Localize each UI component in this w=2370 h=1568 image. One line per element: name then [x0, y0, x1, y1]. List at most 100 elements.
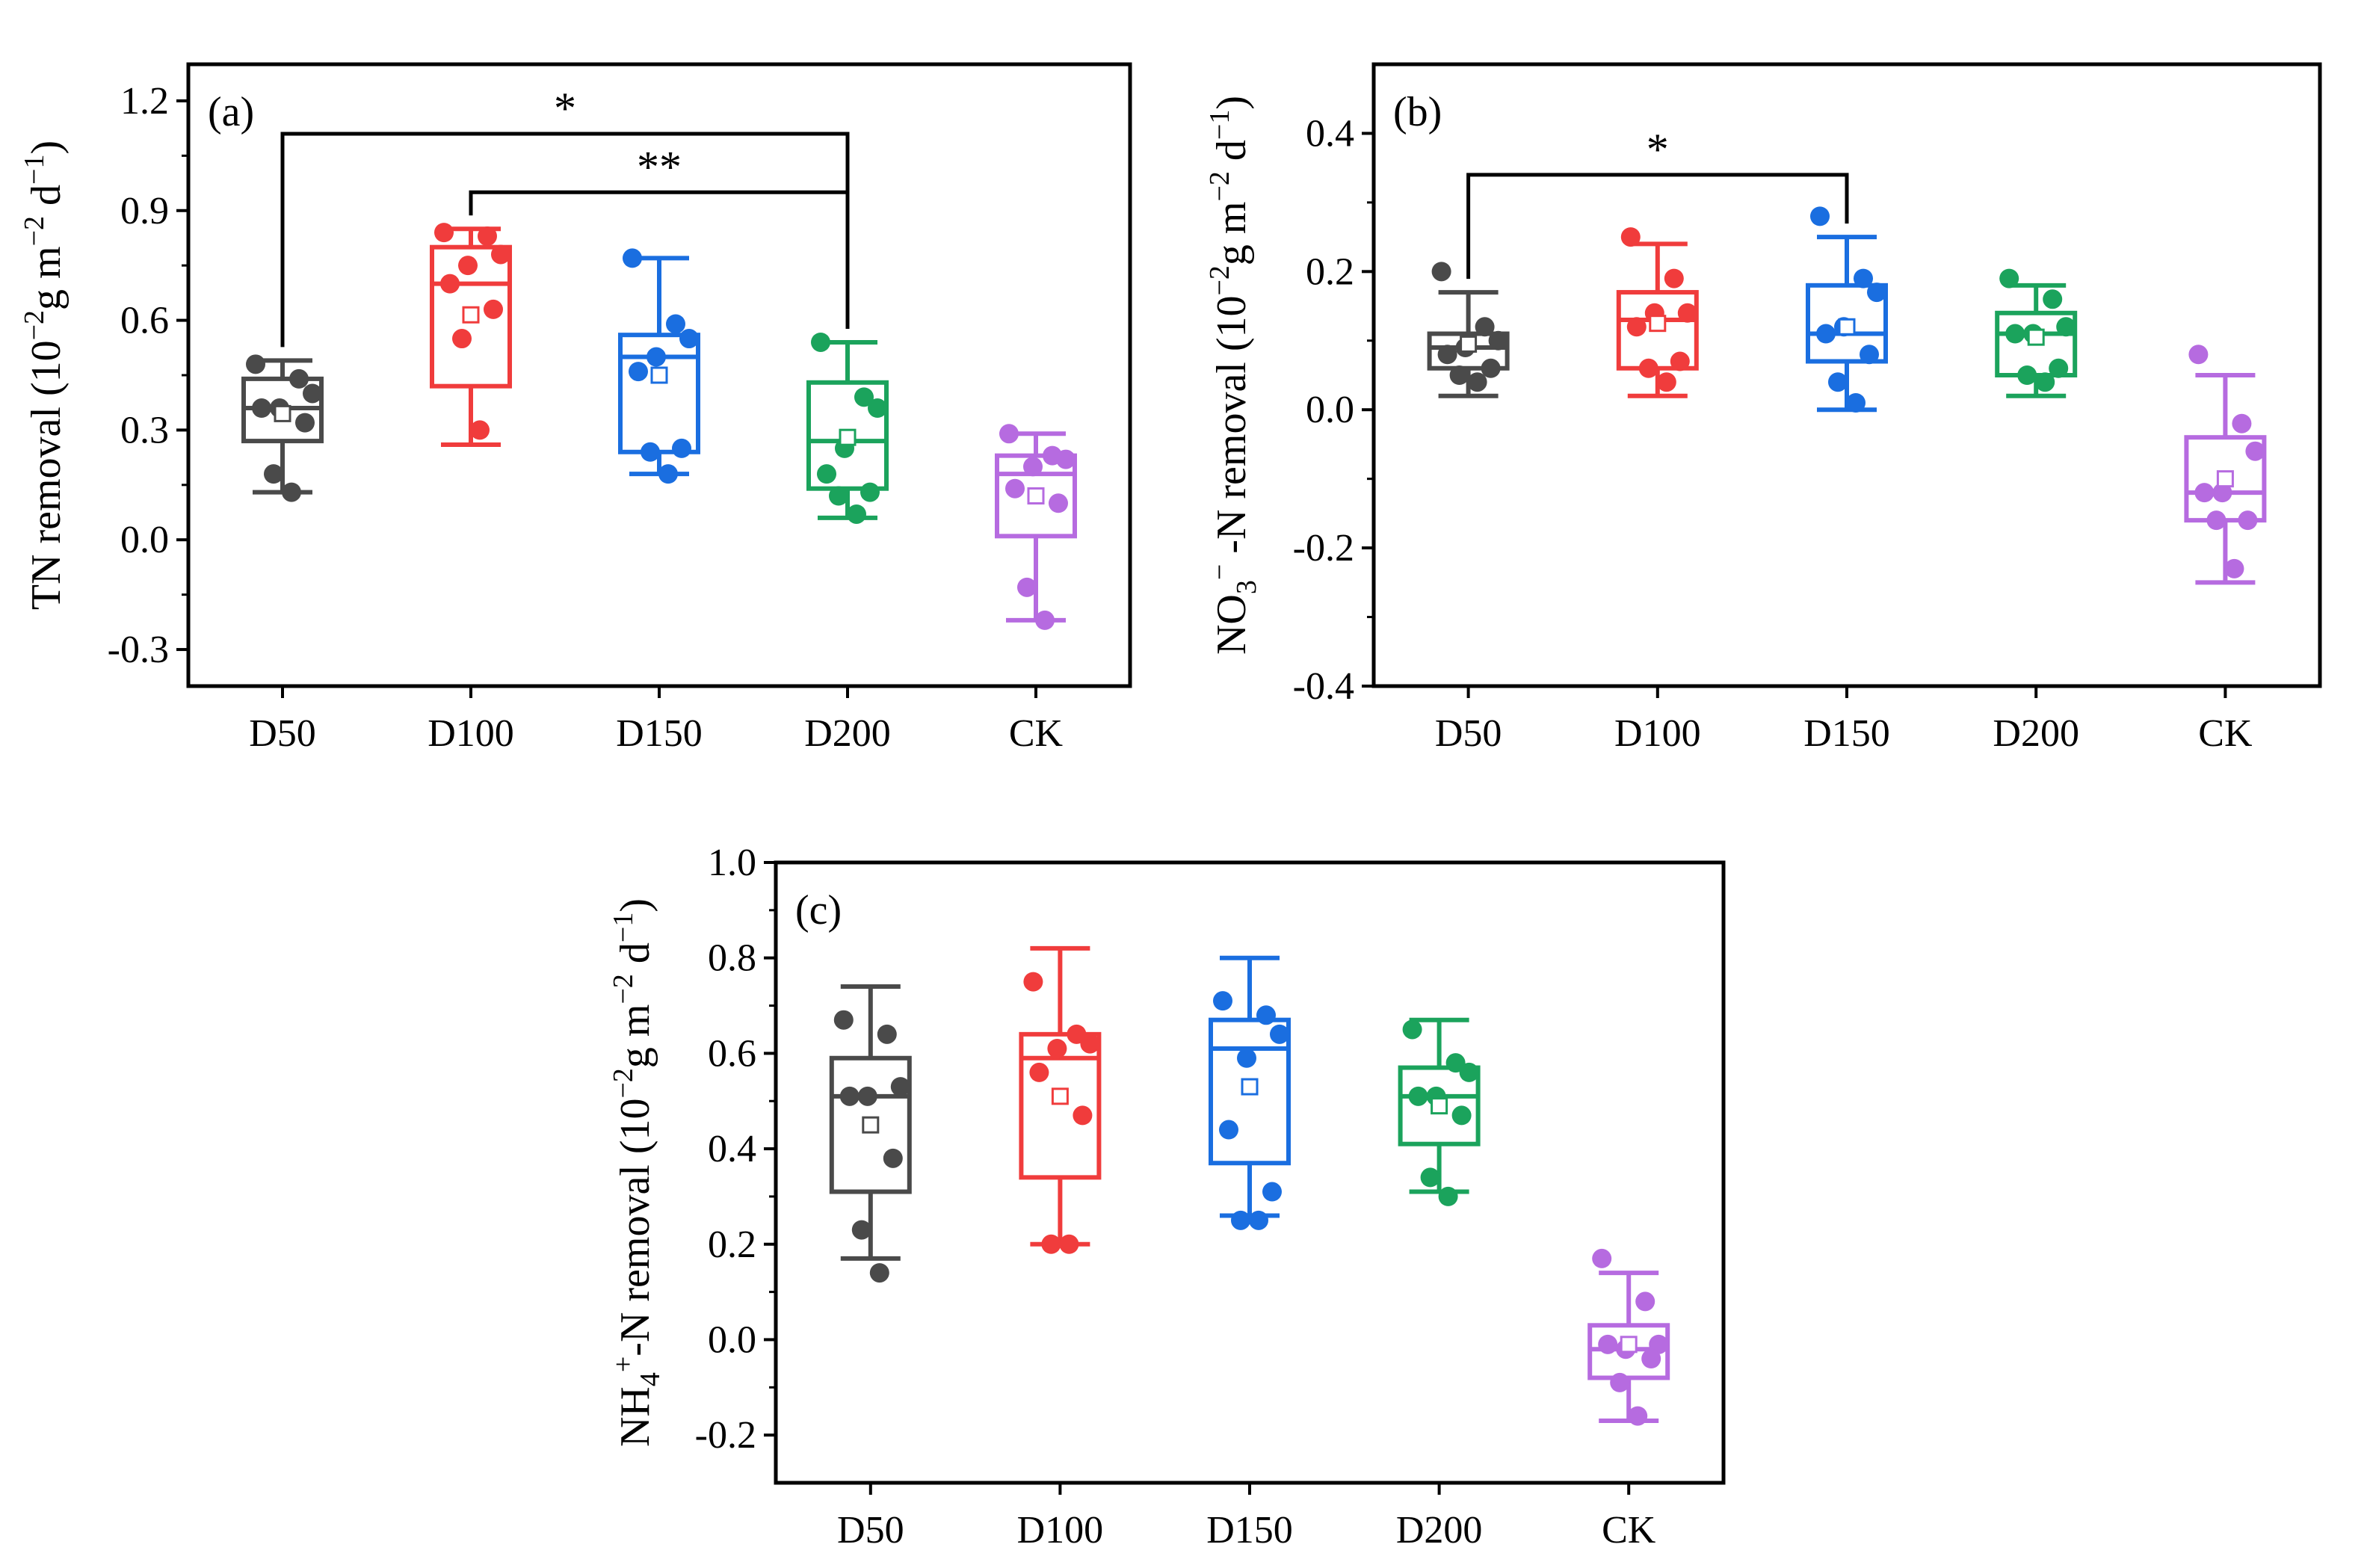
- panel-c: -0.2 0.0 0.2 0.4 0.6 0.8 1.0 D50 D100 D150 D200 CK (…: [608, 842, 1726, 1552]
- data-point: [1664, 268, 1684, 288]
- bracket-line: [469, 190, 850, 329]
- data-point: [470, 420, 490, 440]
- data-point: [491, 244, 510, 265]
- panel-label: (c): [795, 887, 842, 933]
- data-point: [246, 354, 265, 374]
- data-point: [1816, 324, 1836, 344]
- data-point: [1017, 577, 1037, 597]
- mean-marker: [1051, 1087, 1069, 1105]
- data-point: [1420, 1167, 1440, 1188]
- data-point: [646, 347, 666, 367]
- box-iqr: [1019, 1031, 1102, 1180]
- data-point: [1256, 1005, 1276, 1025]
- x-tick-label: CK: [1602, 1509, 1656, 1552]
- data-point: [282, 482, 301, 502]
- y-tick-label: 0.2: [1306, 250, 1354, 293]
- mean-marker: [274, 404, 291, 422]
- mean-marker: [1460, 335, 1478, 353]
- data-point: [1445, 1053, 1466, 1073]
- box-group-d200: [1995, 268, 2078, 398]
- data-point: [1056, 449, 1076, 469]
- data-point: [458, 256, 478, 276]
- data-point: [672, 438, 691, 458]
- data-point: [1854, 268, 1873, 288]
- data-point: [1431, 262, 1451, 282]
- data-point: [877, 1024, 897, 1044]
- y-axis-label: NH4+-N removal (10−2g m−2 d−1): [608, 898, 666, 1447]
- mean-marker: [839, 428, 857, 446]
- data-point: [1067, 1024, 1087, 1044]
- data-point: [2238, 510, 2258, 531]
- data-point: [1005, 478, 1025, 499]
- y-tick-label: 0.4: [1306, 112, 1354, 155]
- data-point: [1237, 1048, 1256, 1068]
- data-point: [1049, 493, 1068, 513]
- data-point: [2212, 483, 2232, 503]
- data-point: [2035, 372, 2055, 392]
- y-tick-label: 0.2: [708, 1223, 756, 1266]
- significance-bracket: **: [469, 142, 850, 329]
- data-point: [1626, 317, 1647, 337]
- data-point: [2245, 441, 2265, 461]
- mean-marker: [650, 366, 668, 384]
- data-point: [1488, 330, 1508, 351]
- data-point: [1649, 1334, 1669, 1354]
- data-point: [452, 329, 472, 349]
- y-tick-label: 1.2: [120, 80, 169, 123]
- data-point: [440, 274, 460, 294]
- box-group-d150: [1806, 206, 1888, 413]
- significance-label: *: [1647, 125, 1669, 174]
- box-iqr: [995, 453, 1077, 539]
- data-point: [1592, 1248, 1612, 1268]
- box-group-d50: [241, 354, 324, 502]
- data-point: [1270, 1024, 1289, 1044]
- y-tick-label: 1.0: [708, 842, 756, 884]
- data-point: [2206, 510, 2226, 531]
- y-tick-label: -0.2: [695, 1414, 756, 1457]
- data-point: [890, 1077, 910, 1097]
- data-point: [1475, 317, 1495, 337]
- panel-b: -0.4 -0.2 0.0 0.2 0.4 D50 D100 D150 D200 CK (b) NO3…: [1204, 62, 2322, 755]
- box-group-d100: [1616, 227, 1699, 398]
- box-group-d150: [618, 248, 700, 484]
- data-point: [666, 314, 685, 334]
- data-point: [1402, 1019, 1422, 1040]
- x-tick-label: D150: [616, 712, 703, 755]
- data-point: [1451, 1105, 1472, 1126]
- data-point: [1023, 972, 1043, 992]
- data-point: [1638, 358, 1658, 378]
- data-point: [1449, 365, 1469, 385]
- box-group-ck: [995, 424, 1077, 630]
- data-point: [854, 387, 874, 407]
- x-tick-label: D50: [249, 712, 316, 755]
- data-point: [629, 362, 648, 382]
- y-tick-label: 0.3: [120, 409, 169, 451]
- box-iqr: [1398, 1065, 1481, 1146]
- y-tick-label: 0.9: [120, 190, 169, 232]
- data-point: [1635, 1291, 1655, 1312]
- data-point: [2224, 558, 2244, 578]
- data-point: [999, 424, 1019, 444]
- x-tick-label: D100: [428, 712, 514, 755]
- mean-marker: [1649, 315, 1667, 333]
- x-tick-label: D100: [1614, 712, 1701, 755]
- data-point: [1249, 1210, 1268, 1230]
- x-tick-label: D50: [1435, 712, 1502, 755]
- data-point: [829, 486, 848, 506]
- data-point: [484, 299, 503, 319]
- y-tick-label: -0.4: [1293, 665, 1354, 708]
- y-tick-label: -0.3: [108, 629, 169, 671]
- box-iqr: [430, 244, 512, 389]
- y-tick-label: 0.4: [708, 1128, 756, 1170]
- panel-label: (b): [1393, 89, 1442, 135]
- data-point: [1828, 372, 1848, 392]
- data-point: [641, 442, 660, 462]
- data-point: [303, 383, 322, 404]
- data-point: [869, 1263, 889, 1283]
- data-point: [478, 226, 497, 247]
- box-iqr: [829, 1055, 912, 1194]
- y-tick-label: 0.0: [1306, 389, 1354, 431]
- box-iqr: [806, 380, 889, 491]
- data-point: [2232, 413, 2252, 433]
- data-point: [857, 1086, 877, 1106]
